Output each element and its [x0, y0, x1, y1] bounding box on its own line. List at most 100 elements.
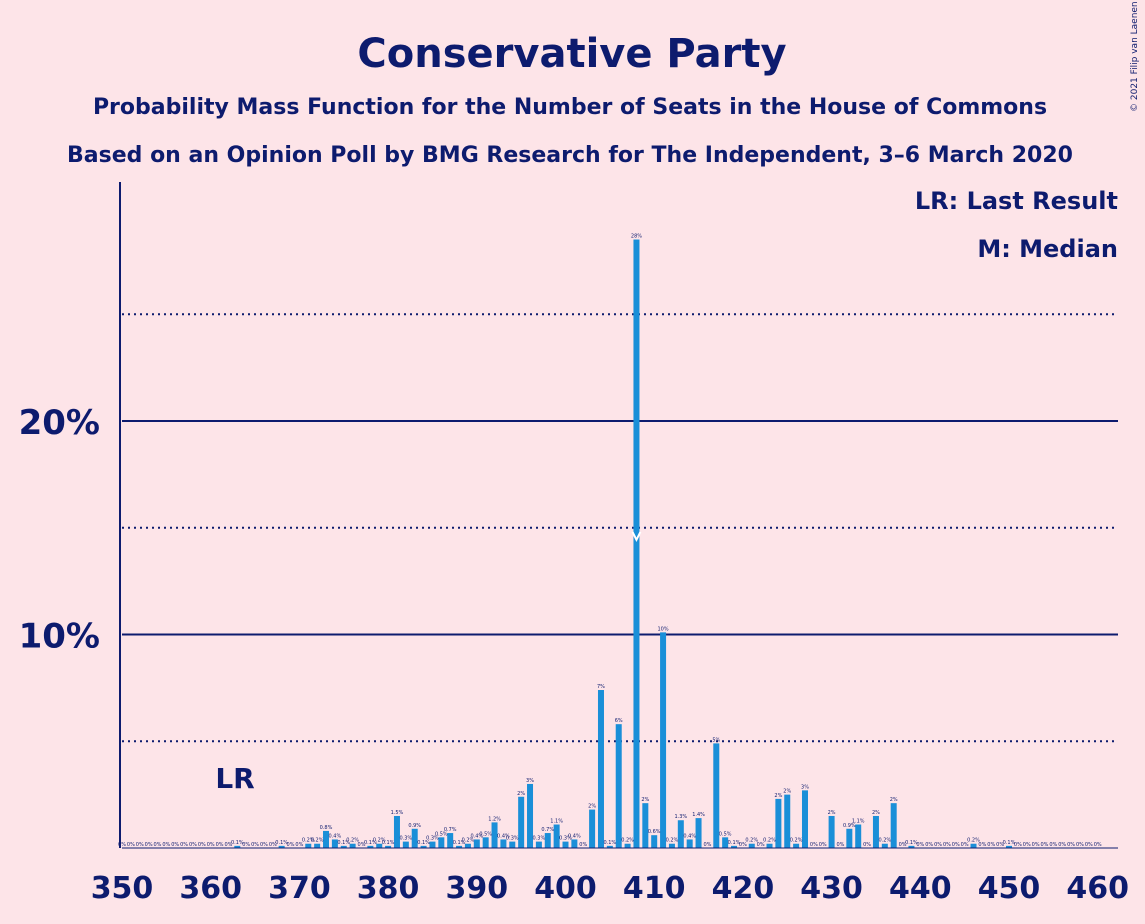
bar-435 [872, 815, 879, 848]
bar-384 [420, 845, 427, 848]
bar-label-351: 0% [127, 842, 135, 848]
bar-label-435: 2% [872, 810, 880, 816]
bar-label-436: 0.2% [878, 838, 891, 844]
bar-label-373: 0.8% [320, 825, 333, 831]
bar-424 [775, 798, 782, 848]
bar-label-414: 0.4% [683, 833, 696, 839]
x-tick-label: 440 [889, 871, 952, 906]
bar-label-447: 0% [978, 842, 986, 848]
bar-label-403: 2% [588, 804, 596, 810]
bar-396 [527, 783, 534, 848]
bar-423 [766, 843, 773, 848]
bar-399 [553, 824, 560, 848]
bar-395 [518, 796, 525, 848]
bar-label-442: 0% [934, 842, 942, 848]
bar-432 [846, 828, 853, 848]
bar-label-438: 0% [899, 842, 907, 848]
bar-label-394: 0.3% [506, 836, 519, 842]
bars-group [234, 239, 1012, 848]
bar-439 [908, 845, 915, 848]
bar-label-413: 1.3% [674, 814, 687, 820]
bar-label-359: 0% [198, 842, 206, 848]
bar-label-441: 0% [925, 842, 933, 848]
bar-403 [589, 809, 596, 848]
bar-label-411: 10% [658, 626, 669, 632]
bar-375 [340, 845, 347, 848]
bar-379 [376, 843, 383, 848]
bar-label-393: 0.4% [497, 833, 510, 839]
axes-group: 10% 20% 350 360 370 380 390 400 410 420 430 440 450 4… [19, 182, 1129, 906]
bar-label-397: 0.3% [533, 836, 546, 842]
bar-label-358: 0% [189, 842, 197, 848]
bar-393 [500, 839, 507, 848]
bar-label-387: 0.7% [444, 827, 457, 833]
bar-label-415: 1.4% [692, 812, 705, 818]
bar-label-386: 0.5% [435, 831, 448, 837]
x-tick-label: 350 [91, 871, 154, 906]
bar-label-416: 0% [703, 842, 711, 848]
bar-label-374: 0.4% [329, 833, 342, 839]
bar-label-350: 0% [118, 842, 126, 848]
bar-418 [722, 837, 729, 848]
bar-371 [305, 843, 312, 848]
bar-407 [624, 843, 631, 848]
y-tick-label: 20% [19, 403, 100, 443]
bar-391 [482, 837, 489, 848]
bar-401 [571, 839, 578, 848]
x-tick-label: 360 [179, 871, 242, 906]
bar-label-408: 28% [631, 234, 642, 240]
bar-label-355: 0% [162, 842, 170, 848]
bar-label-371: 0.2% [302, 838, 315, 844]
bar-label-423: 0.2% [763, 838, 776, 844]
chart-title: Conservative Party [357, 31, 786, 77]
bar-label-418: 0.5% [719, 831, 732, 837]
bar-label-376: 0.2% [346, 838, 359, 844]
bar-433 [855, 824, 862, 848]
x-tick-label: 450 [978, 871, 1041, 906]
bar-389 [464, 843, 471, 848]
bar-label-422: 0% [757, 842, 765, 848]
bar-374 [331, 839, 338, 848]
bar-388 [456, 845, 463, 848]
bar-label-369: 0% [287, 842, 295, 848]
bar-label-400: 0.3% [559, 836, 572, 842]
bar-label-367: 0% [269, 842, 277, 848]
bar-400 [562, 841, 569, 848]
bar-383 [411, 828, 418, 848]
bar-430 [828, 815, 835, 848]
bar-label-402: 0% [579, 842, 587, 848]
bar-label-390: 0.4% [470, 833, 483, 839]
bar-label-451: 0% [1014, 842, 1022, 848]
bar-label-354: 0% [154, 842, 162, 848]
bar-398 [544, 833, 551, 848]
last-result-marker: LR [215, 762, 254, 795]
bar-label-458: 0% [1076, 842, 1084, 848]
bar-label-382: 0.3% [399, 836, 412, 842]
bar-label-360: 0% [207, 842, 215, 848]
bar-label-421: 0.2% [745, 838, 758, 844]
bar-419 [731, 845, 738, 848]
bar-label-427: 3% [801, 784, 809, 790]
bar-412 [668, 843, 675, 848]
bar-390 [473, 839, 480, 848]
bar-label-412: 0.2% [666, 838, 679, 844]
median-marker [631, 531, 642, 542]
gridlines [122, 313, 1118, 743]
bar-label-378: 0.1% [364, 840, 377, 846]
legend-last-result: LR: Last Result [915, 187, 1118, 215]
bar-label-404: 7% [597, 684, 605, 690]
bar-392 [491, 822, 498, 848]
bar-label-457: 0% [1067, 842, 1075, 848]
bar-label-432: 0.9% [843, 823, 856, 829]
x-tick-label: 420 [712, 871, 775, 906]
bar-label-381: 1.5% [391, 810, 404, 816]
bar-394 [509, 841, 516, 848]
bar-label-372: 0.2% [311, 838, 324, 844]
bar-label-356: 0% [171, 842, 179, 848]
bar-408 [633, 239, 640, 848]
bar-446 [970, 843, 977, 848]
bar-382 [402, 841, 409, 848]
bar-label-353: 0% [145, 842, 153, 848]
bar-label-352: 0% [136, 842, 144, 848]
bar-397 [535, 841, 542, 848]
